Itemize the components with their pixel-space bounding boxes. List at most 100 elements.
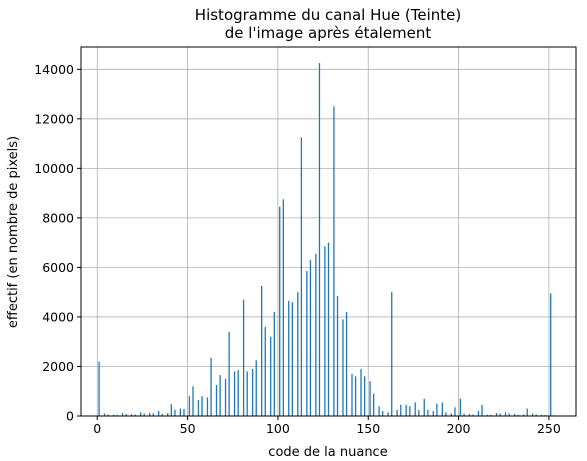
histogram-bar xyxy=(192,386,194,416)
histogram-bar xyxy=(179,408,182,416)
histogram-bar xyxy=(246,371,248,416)
histogram-bar xyxy=(237,370,239,416)
histogram-bar xyxy=(215,385,218,416)
histogram-bar xyxy=(297,292,299,416)
histogram-bar xyxy=(513,414,516,416)
histogram-bar xyxy=(345,311,348,416)
histogram-bar xyxy=(445,412,447,416)
histogram-bar xyxy=(103,413,106,416)
histogram-bar xyxy=(224,378,227,416)
histogram-bar xyxy=(396,409,398,416)
histogram-bar xyxy=(423,398,425,416)
histogram-bar xyxy=(522,414,525,416)
histogram-bar xyxy=(535,414,537,416)
histogram-bar xyxy=(459,398,462,416)
x-tick-label: 250 xyxy=(537,421,561,436)
histogram-bar xyxy=(378,406,380,416)
histogram-bar xyxy=(427,409,429,416)
histogram-bar xyxy=(450,413,452,416)
histogram-bar xyxy=(188,396,191,416)
histogram-bar xyxy=(279,206,281,416)
histogram-bar xyxy=(148,412,151,416)
histogram-bar xyxy=(409,406,411,416)
x-tick-label: 150 xyxy=(356,421,380,436)
y-tick-label: 12000 xyxy=(34,111,74,126)
histogram-bar xyxy=(526,408,528,416)
x-tick-label: 0 xyxy=(93,421,101,436)
histogram-bar xyxy=(369,381,371,416)
histogram-bar xyxy=(472,414,474,416)
histogram-bar xyxy=(324,246,326,416)
histogram-bar xyxy=(270,336,272,416)
histogram-bar xyxy=(201,396,203,416)
grid-lines xyxy=(81,47,576,417)
y-tick-label: 10000 xyxy=(34,161,74,176)
chart-title-line-1: Histogramme du canal Hue (Teinte) xyxy=(195,6,461,24)
histogram-bar xyxy=(206,397,209,416)
histogram-bar xyxy=(170,404,172,416)
histogram-bar xyxy=(315,253,317,416)
histogram-bar xyxy=(541,414,543,416)
histogram-bar xyxy=(333,106,335,416)
histogram-bar xyxy=(255,360,257,416)
histogram-bar xyxy=(273,311,275,416)
histogram-bar xyxy=(300,137,303,416)
histogram-bar xyxy=(504,412,507,416)
histogram-bar xyxy=(174,409,176,416)
histogram-bar xyxy=(130,414,133,416)
histogram-bar xyxy=(152,413,154,416)
histogram-bar xyxy=(210,357,212,416)
histogram-bar xyxy=(391,292,393,416)
histogram-bar xyxy=(517,414,519,416)
histogram-bar xyxy=(107,414,109,416)
y-tick-label: 6000 xyxy=(42,260,74,275)
histogram-bar xyxy=(309,259,312,416)
histogram-bar xyxy=(400,404,402,416)
histogram-bar xyxy=(477,411,480,416)
histogram-bar xyxy=(463,413,465,416)
y-axis-ticks: 0 2000 4000 6000 8000 10000 12000 14000 xyxy=(34,62,81,424)
histogram-bar xyxy=(531,413,534,416)
y-tick-label: 8000 xyxy=(42,210,74,225)
histogram-bar xyxy=(468,414,471,416)
histogram-bar xyxy=(481,404,483,416)
histogram-bar xyxy=(351,373,353,416)
y-tick-label: 2000 xyxy=(42,359,74,374)
histogram-bar xyxy=(219,375,221,416)
histogram-bar xyxy=(414,402,416,416)
histogram-bar xyxy=(382,411,384,416)
histogram-bar xyxy=(486,414,489,416)
histogram-bar xyxy=(508,413,510,416)
y-axis-label: effectif (en nombre de pixels) xyxy=(6,136,21,328)
histogram-bar xyxy=(112,414,115,416)
histogram-bar xyxy=(327,242,330,416)
histogram-bar xyxy=(441,402,443,416)
histogram-bar xyxy=(454,407,456,416)
histogram-bar xyxy=(125,414,127,416)
histogram-bar xyxy=(499,413,501,416)
histogram-bar xyxy=(251,368,254,416)
plot-frame xyxy=(80,46,577,417)
histogram-bar xyxy=(183,409,185,416)
histogram-bar xyxy=(405,404,407,416)
histogram-bar xyxy=(436,403,438,416)
histogram-bar xyxy=(139,412,142,416)
histogram-bar xyxy=(197,399,200,416)
x-axis-ticks: 0 50 100 150 200 250 xyxy=(93,416,561,436)
histogram-bar xyxy=(134,414,136,416)
histogram-bar xyxy=(282,199,284,416)
histogram-bar xyxy=(432,411,434,416)
histogram-bar xyxy=(167,413,169,416)
histogram-bar xyxy=(161,414,163,416)
histogram-bar xyxy=(98,361,100,416)
histogram-bar xyxy=(373,393,375,416)
x-tick-label: 50 xyxy=(180,421,196,436)
x-axis-label: code de la nuance xyxy=(268,445,387,460)
histogram-bar xyxy=(342,319,344,416)
histogram-bar xyxy=(495,413,498,416)
histogram-bar xyxy=(288,300,290,416)
histogram-bar xyxy=(158,411,160,416)
histogram-bar xyxy=(363,376,366,416)
y-tick-label: 14000 xyxy=(34,62,74,77)
